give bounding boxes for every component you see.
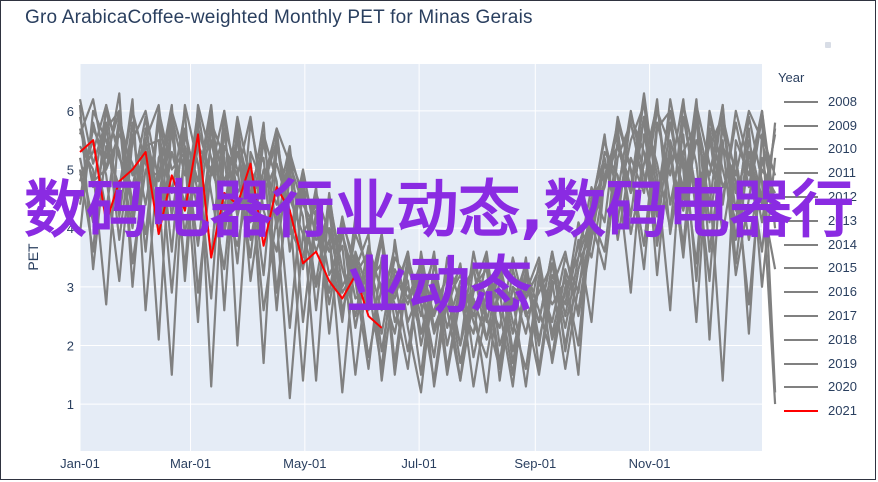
legend-label: 2020	[828, 379, 857, 395]
legend-swatch	[784, 196, 818, 199]
legend-label: 2011	[828, 165, 856, 181]
legend-item-2015[interactable]: 2015	[778, 257, 870, 281]
legend: Year 2008 2009 2010 2011 2012 2013 2014 2015 201…	[778, 68, 870, 423]
legend-item-2009[interactable]: 2009	[778, 114, 870, 138]
x-tick-label: May-01	[283, 456, 326, 471]
legend-swatch	[784, 172, 818, 175]
legend-items: 2008 2009 2010 2011 2012 2013 2014 2015 2016 2017…	[778, 90, 870, 423]
x-tick-label: Jul-01	[401, 456, 436, 471]
y-tick-labels: 1 2 3 4 5 6	[67, 104, 74, 412]
legend-item-2013[interactable]: 2013	[778, 209, 870, 233]
x-tick-labels: Jan-01 Mar-01 May-01 Jul-01 Sep-01 Nov-01	[60, 456, 670, 471]
legend-item-2008[interactable]: 2008	[778, 90, 870, 114]
legend-label: 2021	[828, 403, 857, 419]
legend-swatch	[784, 243, 818, 246]
legend-swatch	[784, 267, 818, 270]
y-axis-label: PET	[25, 243, 41, 271]
legend-item-2017[interactable]: 2017	[778, 304, 870, 328]
y-tick-label: 4	[67, 221, 74, 236]
legend-item-2018[interactable]: 2018	[778, 328, 870, 352]
x-tick-label: Nov-01	[629, 456, 671, 471]
legend-item-2011[interactable]: 2011	[778, 161, 870, 185]
legend-label: 2014	[828, 236, 857, 252]
chart-title: Gro ArabicaCoffee-weighted Monthly PET f…	[25, 7, 533, 28]
legend-label: 2018	[828, 331, 857, 347]
y-tick-label: 2	[67, 338, 74, 353]
y-tick-label: 1	[67, 397, 74, 412]
series-line-2020[interactable]	[78, 103, 777, 388]
legend-swatch	[784, 219, 818, 222]
legend-item-2020[interactable]: 2020	[778, 376, 870, 400]
legend-swatch	[784, 100, 818, 103]
legend-swatch	[784, 315, 818, 318]
legend-label: 2016	[828, 284, 857, 300]
legend-swatch	[784, 386, 818, 389]
x-tick-label: Mar-01	[170, 456, 211, 471]
x-tick-label: Jan-01	[60, 456, 100, 471]
legend-swatch	[784, 362, 818, 365]
legend-swatch	[784, 148, 818, 151]
legend-item-2010[interactable]: 2010	[778, 138, 870, 162]
y-tick-label: 6	[67, 104, 74, 119]
legend-label: 2012	[828, 189, 857, 205]
series-lines	[78, 92, 777, 405]
y-tick-label: 5	[67, 163, 74, 178]
legend-item-2021[interactable]: 2021	[778, 399, 870, 423]
legend-swatch	[784, 291, 818, 294]
legend-title: Year	[778, 70, 805, 85]
series-line-2021[interactable]	[79, 133, 383, 329]
series-line-2009[interactable]	[79, 98, 777, 400]
legend-label: 2010	[828, 141, 857, 157]
legend-swatch	[784, 338, 818, 341]
y-tick-label: 3	[67, 280, 74, 295]
legend-label: 2019	[828, 355, 857, 371]
x-tick-label: Sep-01	[514, 456, 556, 471]
legend-item-2016[interactable]: 2016	[778, 280, 870, 304]
legend-swatch	[784, 124, 818, 127]
legend-label: 2008	[828, 93, 857, 109]
legend-item-2014[interactable]: 2014	[778, 233, 870, 257]
legend-item-2012[interactable]: 2012	[778, 185, 870, 209]
legend-item-2019[interactable]: 2019	[778, 352, 870, 376]
legend-label: 2017	[828, 308, 857, 324]
legend-label: 2013	[828, 212, 857, 228]
legend-label: 2009	[828, 117, 857, 133]
legend-swatch	[784, 410, 818, 413]
legend-label: 2015	[828, 260, 857, 276]
series-line-2018[interactable]	[78, 103, 777, 376]
modebar-icon[interactable]	[825, 42, 831, 48]
